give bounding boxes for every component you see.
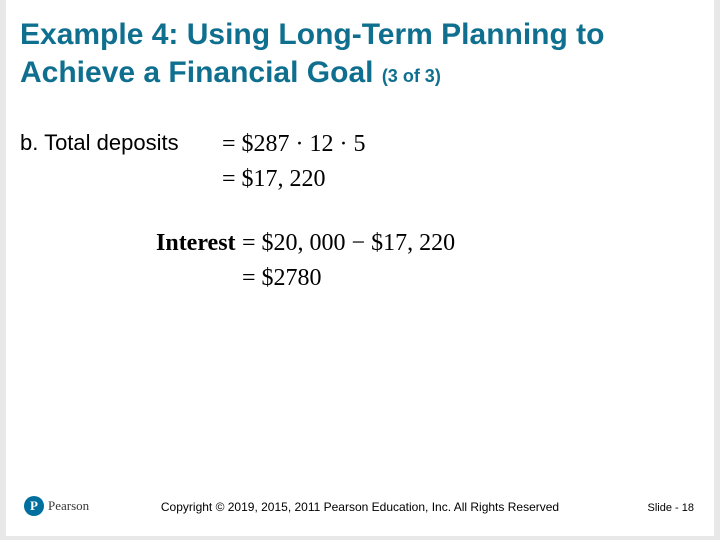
equation-deposits-line1: = $287 · 12 · 5 (222, 131, 366, 158)
copyright-text: Copyright © 2019, 2015, 2011 Pearson Edu… (6, 500, 714, 514)
slide-title: Example 4: Using Long-Term Planning to A… (20, 16, 700, 91)
title-pager: (3 of 3) (382, 66, 441, 86)
equation-interest-line2: = $2780 (242, 265, 322, 292)
title-main: Example 4: Using Long-Term Planning to A… (20, 18, 605, 89)
slide-container: Example 4: Using Long-Term Planning to A… (6, 0, 714, 536)
deposits-label: b. Total deposits (20, 130, 179, 155)
interest-label: Interest (156, 230, 236, 257)
equation-deposits-line2: = $17, 220 (222, 166, 326, 193)
equation-interest-line1: = $20, 000 − $17, 220 (242, 230, 455, 257)
slide-number: Slide - 18 (648, 502, 694, 514)
body-label-row: b. Total deposits (20, 130, 179, 156)
